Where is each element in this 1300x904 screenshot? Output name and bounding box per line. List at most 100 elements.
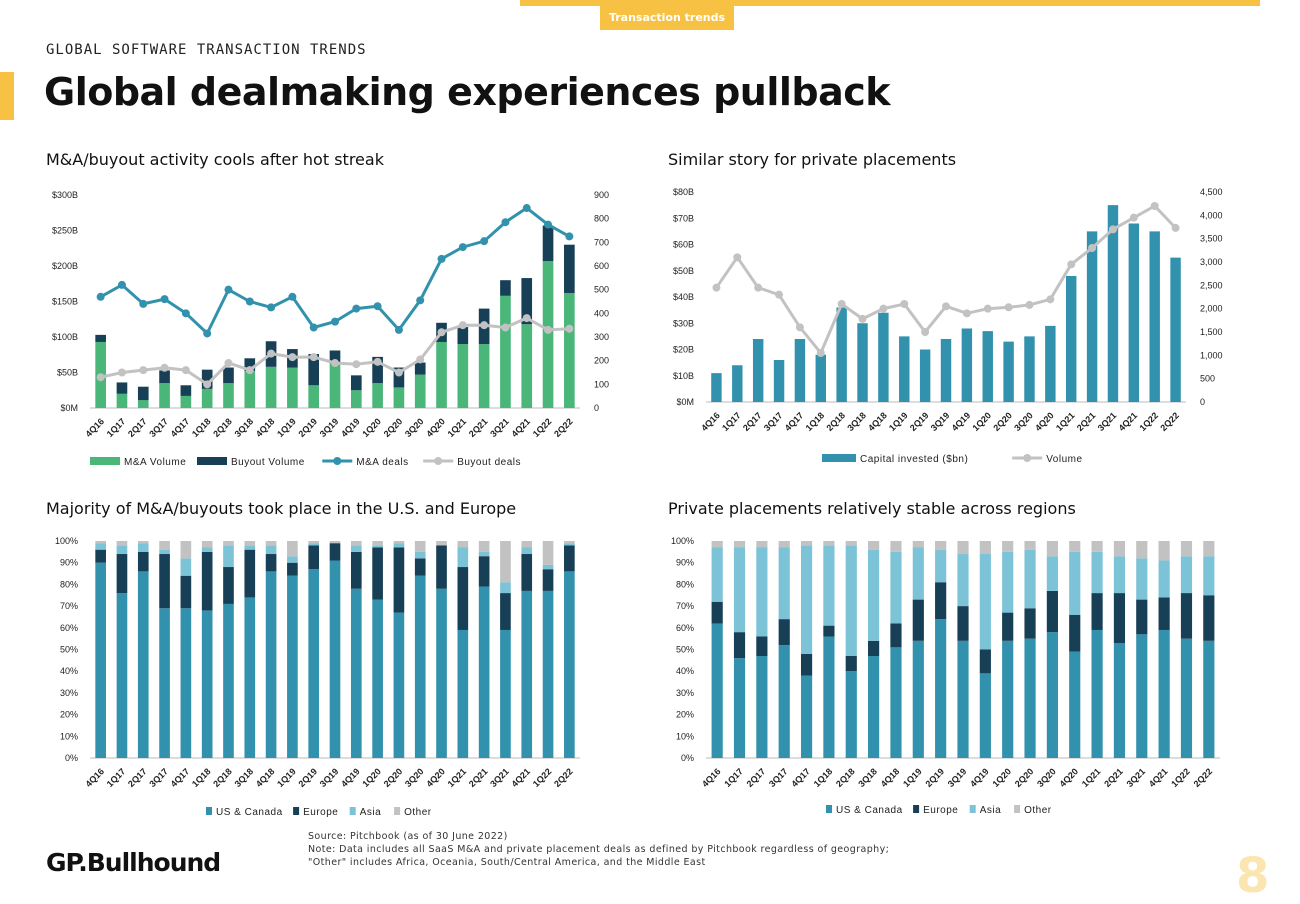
bar-asia <box>521 547 533 555</box>
y2-tick-label: 1,500 <box>1200 327 1223 337</box>
y-tick-label: 100% <box>671 536 694 546</box>
bar-m-a-volume <box>329 363 341 408</box>
bar-us-canada <box>1136 634 1148 758</box>
bar-other <box>1002 541 1014 552</box>
y-tick-label: $20B <box>673 345 694 355</box>
x-tick-label: 3Q18 <box>845 410 868 433</box>
bar-us-canada <box>372 599 383 758</box>
bar-asia <box>372 545 383 548</box>
line-m-a-deals <box>99 206 571 336</box>
bar-europe <box>957 606 969 641</box>
bar-m-a-volume <box>500 295 511 408</box>
point-buyout-deals <box>267 349 276 358</box>
point-m-a-deals <box>373 302 382 311</box>
point-m-a-deals <box>96 292 105 301</box>
bar-other <box>244 541 256 546</box>
point-volume <box>1046 295 1055 304</box>
bar-m-a-volume <box>265 366 277 408</box>
x-tick-label: 1Q20 <box>990 766 1013 789</box>
bar-europe <box>95 549 106 563</box>
x-tick-label: 1Q20 <box>360 416 383 439</box>
y2-tick-label: 100 <box>594 379 609 389</box>
bar-europe <box>244 549 256 598</box>
bar-other <box>845 541 857 546</box>
point-buyout-deals <box>224 359 233 368</box>
bar-asia <box>223 545 234 568</box>
bar-us-canada <box>414 575 426 758</box>
legend-swatch <box>913 805 920 813</box>
bar-asia <box>95 543 106 550</box>
bar-europe <box>265 554 277 572</box>
x-tick-label: 2Q22 <box>1158 410 1181 433</box>
y2-tick-label: 2,500 <box>1200 280 1223 290</box>
bar-other <box>1091 541 1103 552</box>
bar-us-canada <box>350 588 362 758</box>
x-tick-label: 1Q17 <box>720 410 743 433</box>
bar-capital-invested-bn- <box>940 339 952 402</box>
bar-us-canada <box>935 619 947 758</box>
bar-asia <box>116 545 128 555</box>
y-tick-label: 40% <box>60 666 78 676</box>
bar-capital-invested-bn- <box>1003 341 1014 402</box>
bar-us-canada <box>778 645 790 758</box>
y-tick-label: 10% <box>676 731 694 741</box>
bar-asia <box>711 547 723 602</box>
bar-us-canada <box>436 588 447 758</box>
x-tick-label: 4Q18 <box>254 766 277 789</box>
x-tick-label: 4Q20 <box>1058 766 1081 789</box>
bar-asia <box>414 551 426 559</box>
y-tick-label: 60% <box>60 623 78 633</box>
point-buyout-deals <box>139 366 148 375</box>
x-tick-label: 3Q20 <box>403 766 426 789</box>
x-tick-label: 1Q22 <box>1169 766 1192 789</box>
bar-europe <box>935 582 947 620</box>
bar-capital-invested-bn- <box>815 354 826 402</box>
point-buyout-deals <box>373 357 382 366</box>
x-tick-label: 4Q20 <box>1033 410 1056 433</box>
bar-us-canada <box>979 673 991 758</box>
x-tick-label: 1Q20 <box>971 410 994 433</box>
point-m-a-deals <box>501 218 510 227</box>
y-tick-label: 50% <box>60 645 78 655</box>
bar-europe <box>308 545 320 570</box>
bar-m-a-volume <box>180 395 192 408</box>
legend-label: Other <box>1024 805 1052 816</box>
point-m-a-deals <box>331 317 339 326</box>
legend-label: Buyout Volume <box>231 457 305 468</box>
y-tick-label: 20% <box>60 710 78 720</box>
bar-us-canada <box>845 671 857 758</box>
x-tick-label: 2Q22 <box>552 416 575 439</box>
x-tick-label: 4Q20 <box>424 766 447 789</box>
y2-tick-label: 700 <box>594 237 609 247</box>
bar-europe <box>180 575 192 609</box>
y-tick-label: $300B <box>52 190 78 200</box>
x-tick-label: 4Q21 <box>1147 766 1170 789</box>
y-tick-label: 50% <box>676 645 694 655</box>
bar-m-a-volume <box>223 383 234 408</box>
chart-region1-subtitle: Majority of M&A/buyouts took place in th… <box>46 499 517 518</box>
bar-buyout-volume <box>521 278 533 325</box>
x-tick-label: 2Q17 <box>126 766 149 789</box>
bar-buyout-volume <box>500 280 511 296</box>
y-tick-label: 70% <box>60 601 78 611</box>
x-tick-label: 4Q17 <box>789 766 812 789</box>
bar-other <box>1136 541 1148 559</box>
bar-other <box>1046 541 1058 557</box>
bar-buyout-volume <box>244 358 256 372</box>
y2-tick-label: 800 <box>594 214 609 224</box>
point-buyout-deals <box>416 355 425 364</box>
point-m-a-deals <box>181 309 190 318</box>
bar-other <box>868 541 880 550</box>
x-tick-label: 3Q17 <box>767 766 790 789</box>
bar-buyout-volume <box>308 354 320 386</box>
source-line: Source: Pitchbook (as of 30 June 2022) <box>308 831 508 842</box>
bar-other <box>1024 541 1036 550</box>
y-tick-label: 30% <box>676 688 694 698</box>
x-tick-label: 3Q20 <box>403 416 426 439</box>
point-m-a-deals <box>565 232 574 241</box>
legend-label: M&A Volume <box>124 457 186 468</box>
point-m-a-deals <box>416 296 425 305</box>
point-m-a-deals <box>437 254 446 263</box>
x-tick-label: 2Q17 <box>126 416 149 439</box>
bar-other <box>223 541 234 546</box>
